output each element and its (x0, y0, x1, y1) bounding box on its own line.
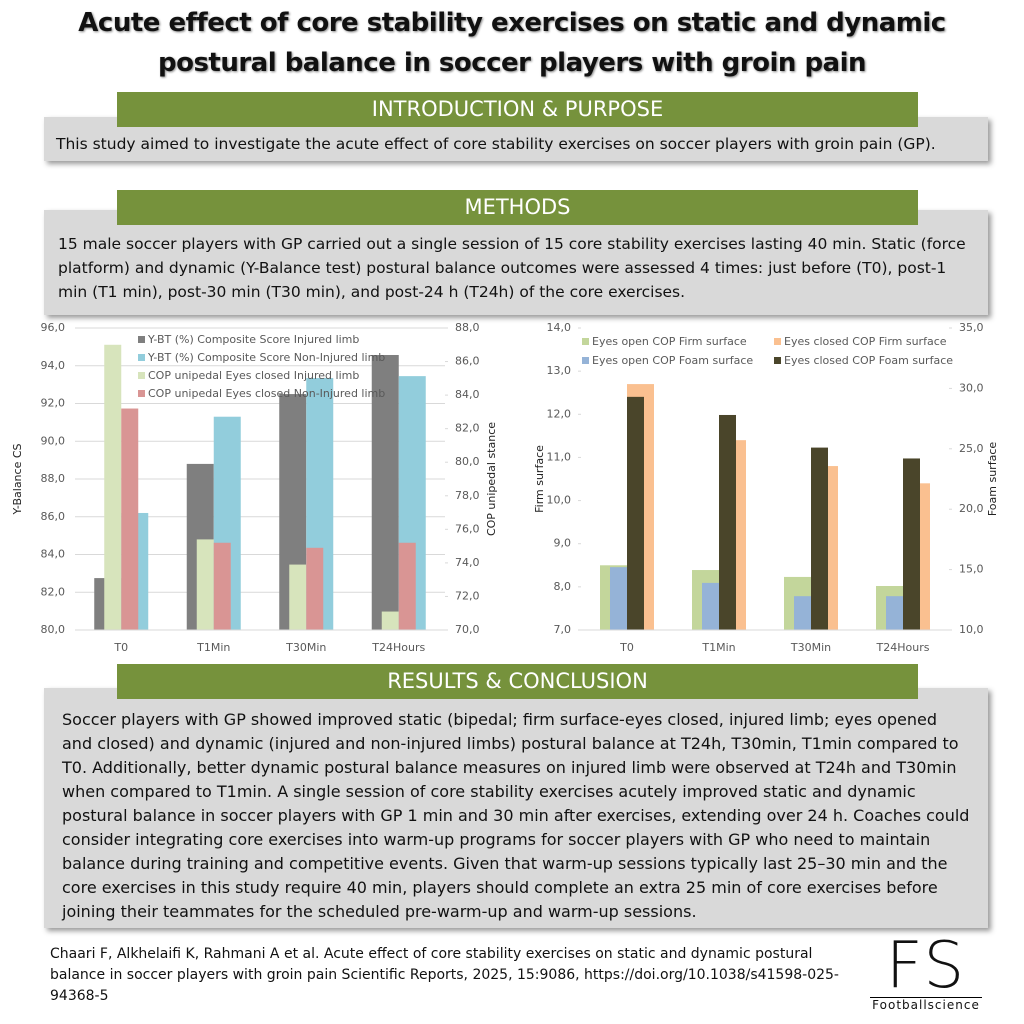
y-tick-label: 84,0 (41, 548, 66, 561)
legend-label: Eyes open COP Firm surface (592, 335, 747, 348)
bar (719, 414, 736, 630)
title-line: Acute effect of core stability exercises… (78, 8, 946, 38)
legend-label: Eyes closed COP Firm surface (784, 335, 947, 348)
y2-tick-label: 88,0 (455, 321, 480, 334)
legend-label: COP unipedal Eyes closed Injured limb (148, 369, 359, 382)
y-tick-label: 80,0 (41, 623, 66, 636)
y2-tick-label: 10,0 (959, 623, 984, 636)
section-header: INTRODUCTION & PURPOSE (117, 92, 918, 127)
bar (627, 396, 644, 630)
legend-swatch (138, 390, 145, 397)
y2-tick-label: 30,0 (959, 381, 984, 394)
legend-label: Eyes open COP Foam surface (592, 354, 753, 367)
x-tick-label: T30Min (285, 641, 326, 654)
y-tick-label: 11,0 (547, 450, 572, 463)
section-header: RESULTS & CONCLUSION (117, 664, 918, 699)
y2-tick-label: 15,0 (959, 563, 984, 576)
logo-mark: FS (885, 929, 967, 1003)
logo: FS Footballscience (866, 929, 986, 1012)
x-tick-label: T1Min (701, 641, 735, 654)
logo-name: Footballscience (870, 997, 982, 1012)
y2-tick-label: 74,0 (455, 556, 480, 569)
bar (610, 567, 627, 630)
bar (398, 542, 416, 630)
y2-axis-title: Foam surface (986, 442, 999, 517)
bar (196, 539, 214, 630)
x-tick-label: T30Min (790, 641, 831, 654)
x-tick-label: T0 (113, 641, 128, 654)
bar (306, 547, 324, 630)
bar (381, 611, 399, 630)
y2-tick-label: 76,0 (455, 522, 480, 535)
y-tick-label: 86,0 (41, 510, 66, 523)
legend-swatch (582, 338, 589, 345)
y-tick-label: 9,0 (554, 537, 572, 550)
chart: 80,0 82,0 84,0 86,0 88,0 90,0 92,0 94,0 96,0 70,0… (11, 321, 498, 654)
methods-text: 15 male soccer players with GP carried o… (58, 235, 966, 301)
y2-tick-label: 35,0 (959, 321, 984, 334)
bar (104, 344, 122, 630)
y-tick-label: 13,0 (547, 364, 572, 377)
y2-tick-label: 78,0 (455, 489, 480, 502)
legend-swatch (138, 354, 145, 361)
legend-swatch (138, 372, 145, 379)
x-tick-label: T1Min (196, 641, 230, 654)
y-tick-label: 88,0 (41, 472, 66, 485)
citation: Chaari F, Alkhelaifi K, Rahmani A et al.… (50, 946, 839, 1004)
title-line: postural balance in soccer players with … (157, 48, 867, 78)
x-tick-label: T24Hours (371, 641, 425, 654)
y2-tick-label: 25,0 (959, 442, 984, 455)
bar (794, 596, 811, 630)
y-axis-title: Y-Balance CS (11, 443, 24, 515)
y-tick-label: 82,0 (41, 585, 66, 598)
y-tick-label: 7,0 (554, 623, 572, 636)
results-text: Soccer players with GP showed improved s… (62, 710, 970, 921)
y2-axis-title: COP unipedal stance (485, 422, 498, 536)
y2-tick-label: 80,0 (455, 455, 480, 468)
legend-swatch (774, 357, 781, 364)
y-tick-label: 96,0 (41, 321, 66, 334)
y-tick-label: 10,0 (547, 494, 572, 507)
bar (702, 582, 719, 630)
legend-swatch (582, 357, 589, 364)
bar (811, 447, 828, 630)
x-tick-label: T24Hours (876, 641, 930, 654)
legend-label: Y-BT (%) Composite Score Injured limb (147, 333, 359, 346)
intro-text: This study aimed to investigate the acut… (56, 135, 936, 153)
y-tick-label: 90,0 (41, 434, 66, 447)
bar (903, 458, 920, 630)
bar (213, 542, 231, 630)
bar (886, 596, 903, 630)
y2-tick-label: 20,0 (959, 502, 984, 515)
y-tick-label: 12,0 (547, 407, 572, 420)
legend-label: Eyes closed COP Foam surface (784, 354, 953, 367)
x-tick-label: T0 (619, 641, 634, 654)
y2-tick-label: 82,0 (455, 422, 480, 435)
legend-label: Y-BT (%) Composite Score Non-Injured lim… (147, 351, 385, 364)
section-header: METHODS (117, 190, 918, 225)
y2-tick-label: 72,0 (455, 589, 480, 602)
y-axis-title: Firm surface (533, 445, 546, 513)
y2-tick-label: 86,0 (455, 355, 480, 368)
y2-tick-label: 84,0 (455, 388, 480, 401)
y-tick-label: 8,0 (554, 580, 572, 593)
y-tick-label: 14,0 (547, 321, 572, 334)
results-box: Soccer players with GP showed improved s… (44, 688, 988, 928)
chart: 7,0 8,0 9,0 10,0 11,0 12,0 13,0 14,0 10,0 15,0 20,… (533, 321, 999, 654)
legend-swatch (774, 338, 781, 345)
legend-label: COP unipedal Eyes closed Non-Injured lim… (148, 387, 385, 400)
bar (371, 354, 399, 630)
y-tick-label: 94,0 (41, 359, 66, 372)
bar (289, 564, 307, 630)
legend-swatch (138, 336, 145, 343)
y-tick-label: 92,0 (41, 397, 66, 410)
bar (121, 408, 139, 630)
methods-box: 15 male soccer players with GP carried o… (44, 210, 988, 315)
y2-tick-label: 70,0 (455, 623, 480, 636)
